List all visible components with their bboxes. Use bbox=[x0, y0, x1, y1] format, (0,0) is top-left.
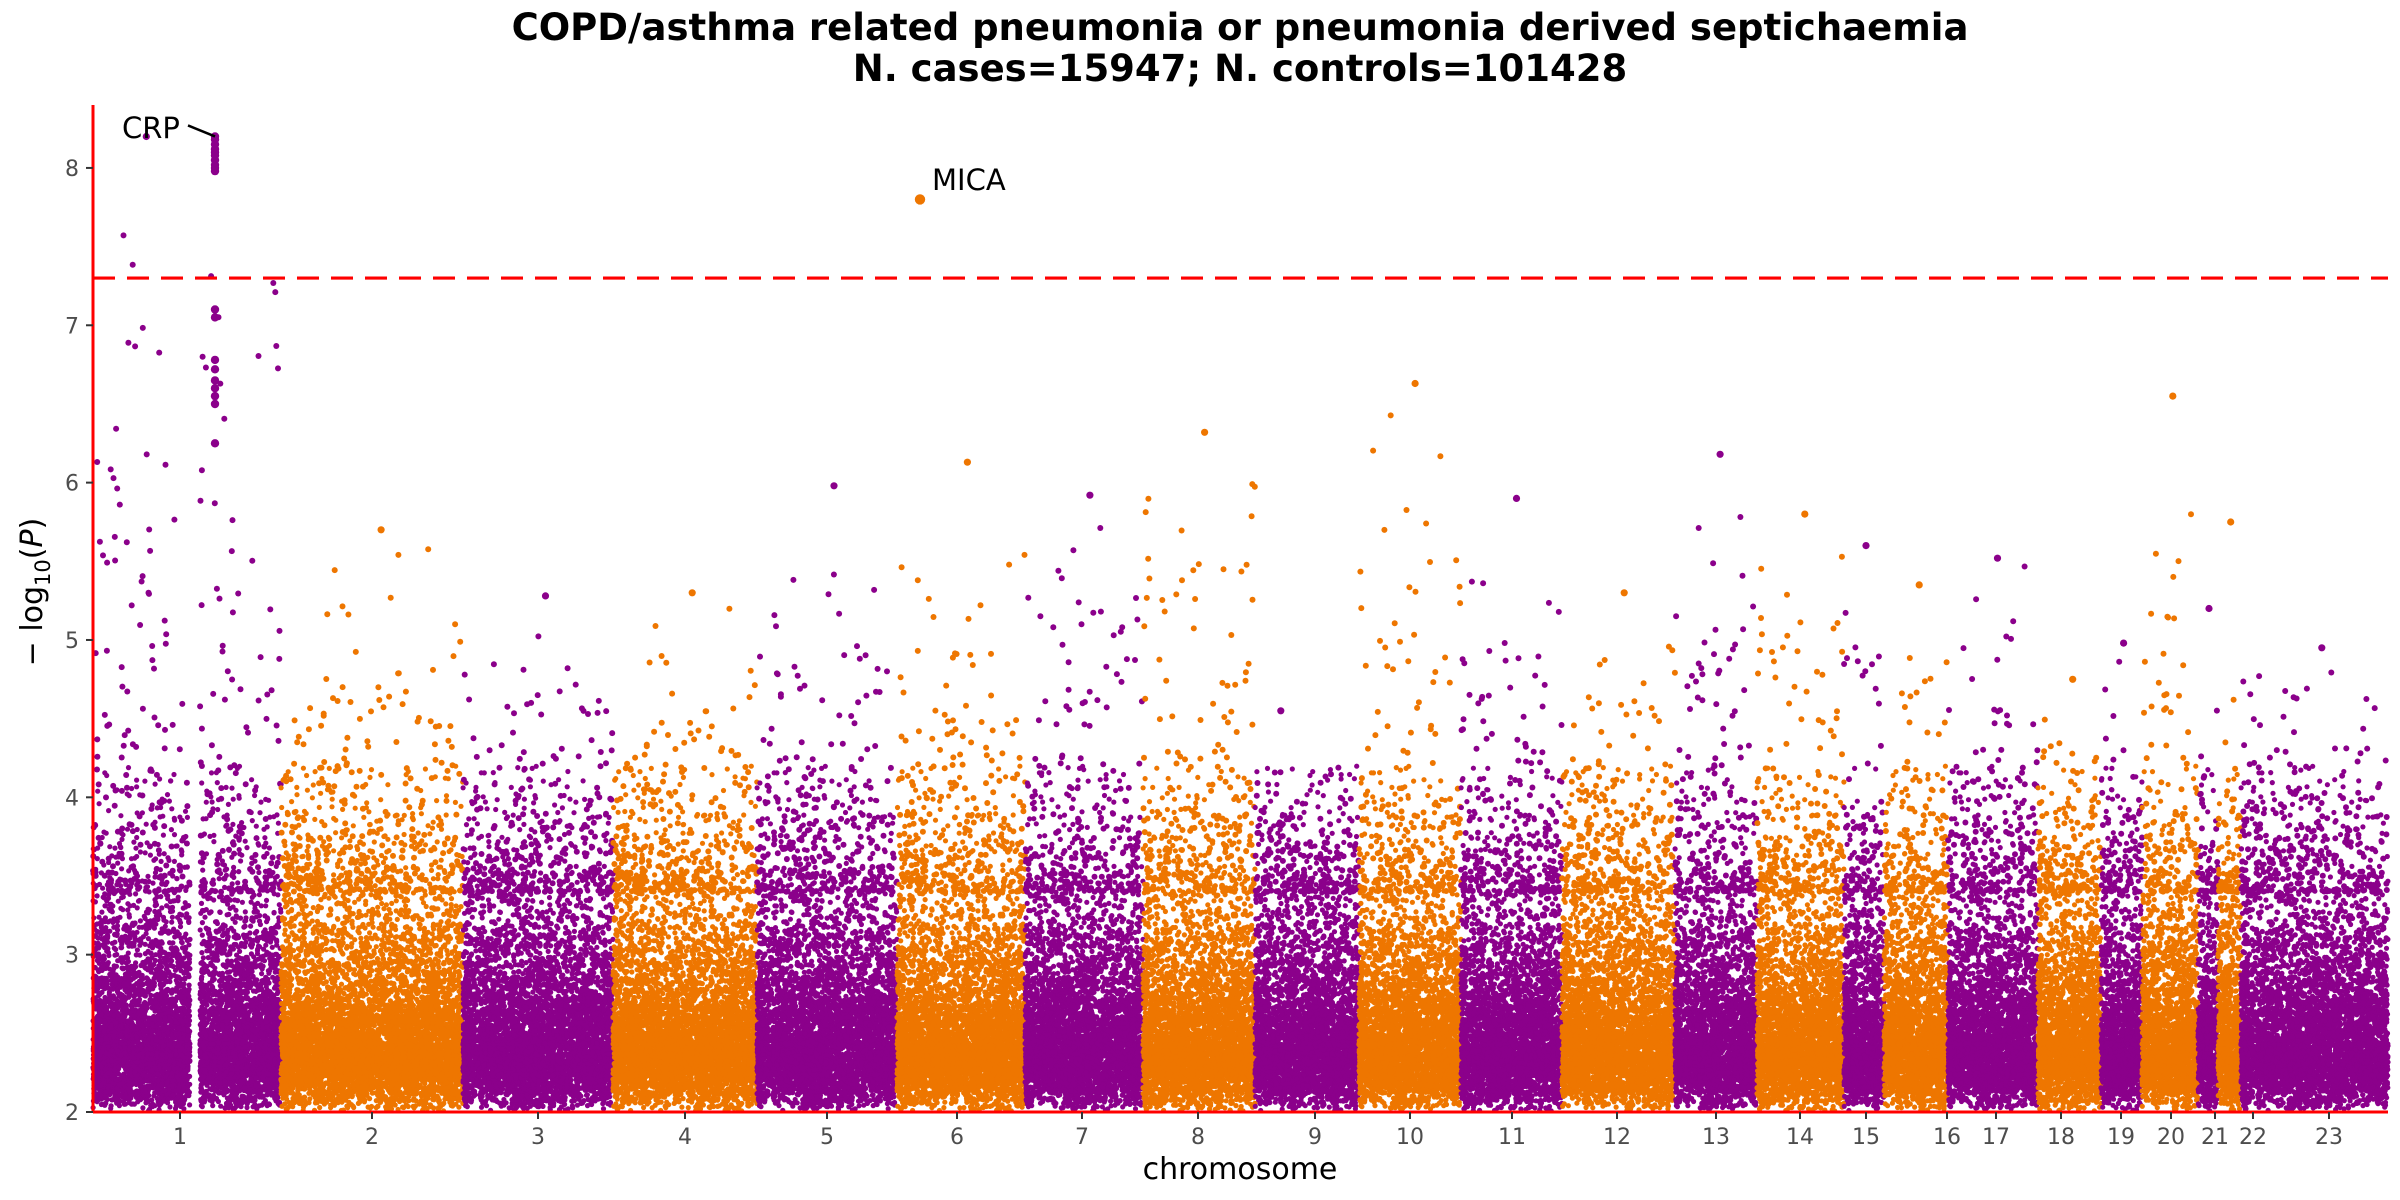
data-point bbox=[172, 832, 177, 837]
data-point bbox=[135, 947, 140, 952]
chart-title-line1: COPD/asthma related pneumonia or pneumon… bbox=[512, 6, 1969, 49]
data-point bbox=[169, 806, 174, 811]
data-point bbox=[120, 907, 125, 912]
data-point bbox=[169, 920, 174, 925]
data-point bbox=[133, 846, 138, 851]
data-point bbox=[96, 915, 101, 920]
data-point bbox=[183, 932, 188, 937]
data-point bbox=[162, 851, 167, 856]
data-point bbox=[95, 789, 100, 794]
data-point bbox=[131, 840, 136, 845]
data-point bbox=[118, 844, 123, 849]
data-point bbox=[95, 893, 100, 898]
data-point bbox=[138, 918, 143, 923]
data-point bbox=[125, 827, 130, 832]
data-point bbox=[108, 1106, 113, 1111]
data-point bbox=[183, 809, 188, 814]
data-point bbox=[145, 874, 150, 879]
data-point bbox=[101, 830, 106, 835]
data-point bbox=[159, 859, 164, 864]
data-point bbox=[143, 850, 148, 855]
data-point bbox=[119, 866, 124, 871]
data-point bbox=[165, 792, 170, 797]
data-point bbox=[140, 1105, 145, 1110]
data-point bbox=[180, 940, 185, 945]
data-point bbox=[187, 1102, 192, 1107]
chart-title-line2: N. cases=15947; N. controls=101428 bbox=[853, 47, 1627, 90]
data-point bbox=[153, 782, 158, 787]
data-point bbox=[133, 891, 138, 896]
data-point bbox=[148, 853, 153, 858]
data-point bbox=[166, 858, 171, 863]
data-point bbox=[167, 1104, 172, 1109]
data-point bbox=[161, 833, 166, 838]
data-point bbox=[99, 910, 104, 915]
data-point bbox=[172, 859, 177, 864]
